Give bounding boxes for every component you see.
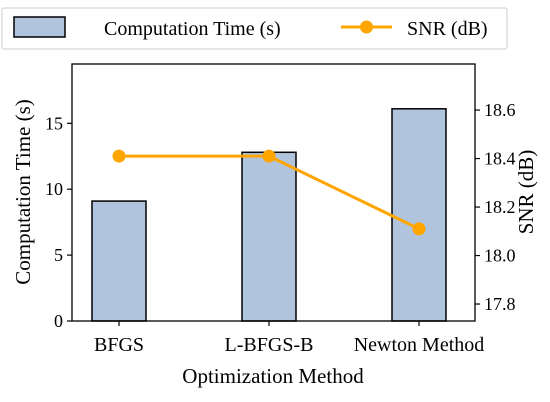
x-axis-ticks: BFGS L-BFGS-B Newton Method: [94, 321, 484, 356]
right-tick-label: 18.6: [484, 100, 516, 120]
legend-frame: [1, 7, 508, 50]
bar-l-bfgs-b: [241, 151, 297, 322]
snr-point-newton-method: [412, 222, 426, 236]
x-axis-label: Optimization Method: [182, 364, 364, 388]
left-tick-label: 10: [45, 179, 63, 199]
left-tick-label: 0: [54, 311, 63, 331]
snr-line-series: [112, 149, 426, 236]
x-tick-label: Newton Method: [354, 334, 485, 356]
left-tick-label: 5: [54, 245, 63, 265]
snr-point-bfgs: [112, 149, 126, 163]
legend: Computation Time (s) SNR (dB): [1, 7, 508, 50]
legend-line-marker: [360, 20, 373, 34]
x-tick-label: L-BFGS-B: [225, 334, 314, 356]
x-tick-label: BFGS: [94, 334, 144, 356]
bar-bfgs: [91, 200, 147, 322]
right-tick-label: 18.0: [484, 246, 516, 266]
bar-newton-method: [391, 108, 447, 322]
left-axis-ticks: 0 5 10 15: [45, 113, 72, 331]
snr-point-l-bfgs-b: [262, 149, 276, 163]
legend-bar-label: Computation Time (s): [104, 18, 281, 40]
plot-area-frame: [71, 63, 476, 322]
right-tick-label: 18.4: [484, 149, 516, 169]
left-tick-label: 15: [45, 113, 63, 133]
legend-line-label: SNR (dB): [407, 18, 488, 40]
right-tick-label: 17.8: [484, 294, 516, 314]
right-tick-label: 18.2: [484, 197, 516, 217]
right-axis-label: SNR (dB): [514, 150, 538, 235]
left-axis-label: Computation Time (s): [11, 99, 35, 285]
legend-bar-swatch: [13, 16, 66, 38]
right-axis-ticks: 17.8 18.0 18.2 18.4 18.6: [475, 100, 516, 314]
